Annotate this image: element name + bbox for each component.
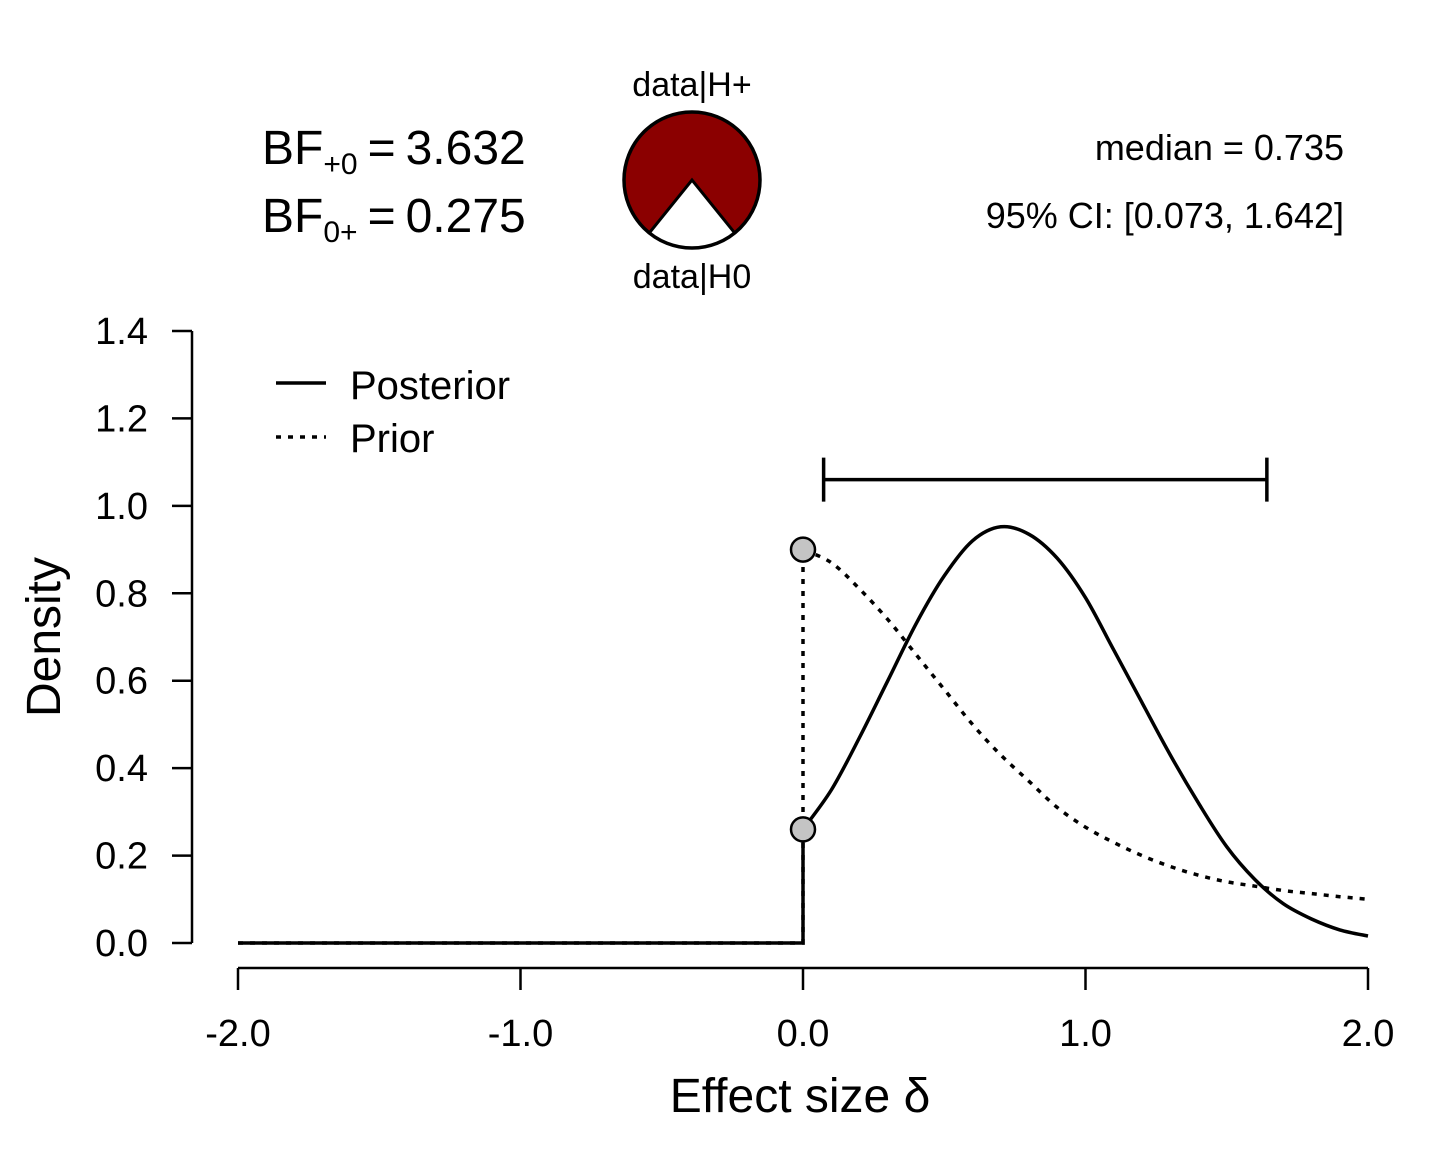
x-tick-label: -2.0	[205, 1013, 270, 1055]
bf-pie-chart	[622, 110, 762, 250]
y-axis-label: Density	[18, 557, 71, 717]
x-axis: -2.0 -1.0 0.0 1.0 2.0	[205, 966, 1394, 1055]
y-tick-label: 0.2	[95, 836, 148, 878]
y-tick-label: 1.2	[95, 398, 148, 440]
legend: Posterior Prior	[276, 364, 510, 461]
bf-plus0-label: BF+0 = 3.632	[262, 122, 526, 181]
bf-0plus-value: 0.275	[406, 190, 526, 243]
y-tick-label: 0.4	[95, 748, 148, 790]
y-axis: 0.0 0.2 0.4 0.6 0.8 1.0 1.2 1.4	[95, 311, 194, 965]
pie-slice-edges	[648, 177, 736, 234]
y-tick-label: 0.0	[95, 923, 148, 965]
svg-text:BF0+=0.275: BF0+ = 0.275	[262, 190, 526, 249]
pie-bottom-label: data|H0	[633, 258, 751, 296]
median-text: median = 0.735	[1095, 127, 1344, 168]
credible-interval	[821, 457, 1269, 502]
x-tick-label: 1.0	[1059, 1013, 1112, 1055]
bf-0plus-prefix: BF	[262, 190, 323, 243]
x-tick-label: 0.0	[777, 1013, 830, 1055]
y-tick-label: 1.4	[95, 311, 148, 353]
legend-prior-label: Prior	[350, 417, 434, 461]
y-tick-label: 1.0	[95, 486, 148, 528]
bf-plus0-value: 3.632	[406, 122, 526, 175]
plot-area	[238, 457, 1369, 945]
y-tick-group: 0.0 0.2 0.4 0.6 0.8 1.0 1.2 1.4	[95, 311, 192, 965]
prior-curve	[238, 546, 1369, 945]
pie-outline	[622, 110, 762, 250]
svg-text:BF+0=3.632: BF+0 = 3.632	[262, 122, 526, 181]
pie-h-plus-slice	[623, 111, 761, 233]
bf-plus0-subscript: +0	[323, 148, 357, 181]
pie-top-label: data|H+	[632, 66, 751, 104]
x-tick-label: -1.0	[488, 1013, 553, 1055]
legend-posterior-label: Posterior	[350, 364, 510, 408]
x-tick-label: 2.0	[1342, 1013, 1395, 1055]
bf-plus0-equals: =	[368, 122, 396, 175]
bf-0plus-equals: =	[368, 190, 396, 243]
density-point-1	[789, 816, 817, 843]
x-axis-label: Effect size δ	[670, 1070, 931, 1123]
bf-0plus-label: BF0+ = 0.275	[262, 190, 526, 249]
bf-0plus-subscript: 0+	[323, 216, 357, 249]
density-point-0	[789, 536, 817, 563]
y-tick-label: 0.8	[95, 573, 148, 615]
ci-text: 95% CI: [0.073, 1.642]	[986, 195, 1344, 236]
bf-plus0-prefix: BF	[262, 122, 323, 175]
x-tick-group: -2.0 -1.0 0.0 1.0 2.0	[205, 968, 1394, 1055]
y-tick-label: 0.6	[95, 661, 148, 703]
posterior-curve	[238, 524, 1369, 945]
